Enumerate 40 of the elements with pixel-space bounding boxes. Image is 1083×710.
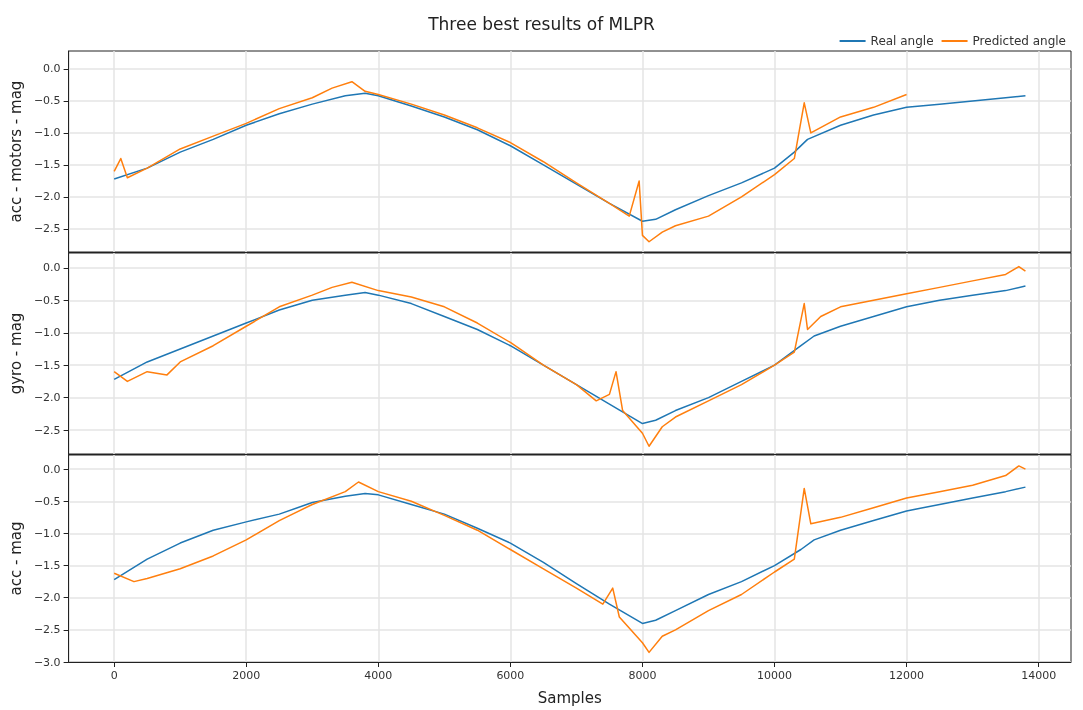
y-tick-label: 0.0: [43, 62, 61, 76]
y-tick-label: −0.5: [33, 494, 61, 508]
y-tick-label: −1.5: [33, 358, 61, 372]
y-axis-title: acc - motors - mag: [6, 80, 25, 223]
line-series: [113, 285, 1027, 425]
line-series: [113, 92, 1027, 223]
y-tick-label: −0.5: [33, 293, 61, 307]
y-tick-label: −2.0: [33, 591, 61, 605]
legend-label: Real angle: [870, 34, 934, 48]
x-tick-label: 12000: [889, 669, 925, 682]
y-tick-label: −1.0: [33, 526, 61, 540]
y-tick-label: −3.0: [33, 655, 61, 669]
legend-label: Predicted angle: [972, 34, 1067, 48]
y-axis-title: gyro - mag: [6, 312, 25, 395]
y-tick-label: 0.0: [43, 261, 61, 275]
line-series: [113, 80, 908, 243]
y-tick-label: −2.5: [33, 623, 61, 637]
line-series: [113, 465, 1027, 654]
y-tick-label: −2.0: [33, 190, 61, 204]
y-tick-label: −1.0: [33, 126, 61, 140]
y-axis-title: acc - mag: [6, 521, 25, 596]
x-tick-label: 14000: [1021, 669, 1057, 682]
x-tick-label: 4000: [364, 669, 393, 682]
x-tick-label: 6000: [496, 669, 525, 682]
x-tick-label: 8000: [628, 669, 657, 682]
y-tick-label: −1.5: [33, 158, 61, 172]
line-series: [113, 265, 1027, 447]
y-tick-label: −2.5: [33, 222, 61, 236]
chart-title: Three best results of MLPR: [427, 13, 655, 34]
y-tick-label: −1.0: [33, 326, 61, 340]
x-axis-title: Samples: [537, 688, 603, 707]
x-tick-label: 0: [110, 669, 118, 682]
y-tick-label: −2.0: [33, 391, 61, 405]
x-tick-label: 2000: [232, 669, 261, 682]
y-tick-label: −0.5: [33, 94, 61, 108]
y-tick-label: 0.0: [43, 462, 61, 476]
y-tick-label: −1.5: [33, 559, 61, 573]
x-tick-label: 10000: [757, 669, 793, 682]
line-series: [113, 486, 1027, 625]
y-tick-label: −2.5: [33, 423, 61, 437]
